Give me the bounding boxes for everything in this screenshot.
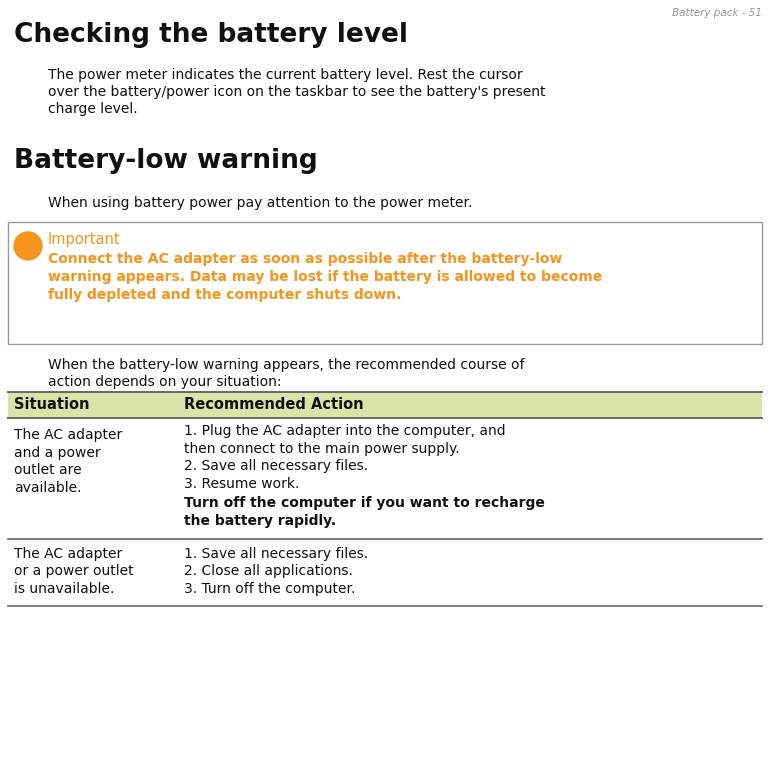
- Text: !: !: [23, 235, 33, 255]
- Text: The AC adapter: The AC adapter: [14, 547, 122, 561]
- Text: fully depleted and the computer shuts down.: fully depleted and the computer shuts do…: [48, 288, 401, 302]
- Text: When using battery power pay attention to the power meter.: When using battery power pay attention t…: [48, 196, 472, 210]
- Text: is unavailable.: is unavailable.: [14, 582, 115, 596]
- Text: The power meter indicates the current battery level. Rest the cursor: The power meter indicates the current ba…: [48, 68, 523, 82]
- Text: then connect to the main power supply.: then connect to the main power supply.: [184, 441, 460, 456]
- Text: and a power: and a power: [14, 445, 101, 459]
- Text: When the battery-low warning appears, the recommended course of: When the battery-low warning appears, th…: [48, 358, 524, 372]
- Text: Checking the battery level: Checking the battery level: [14, 22, 408, 48]
- Circle shape: [14, 232, 42, 260]
- Text: 2. Close all applications.: 2. Close all applications.: [184, 564, 353, 579]
- Text: 1. Save all necessary files.: 1. Save all necessary files.: [184, 547, 368, 561]
- Text: action depends on your situation:: action depends on your situation:: [48, 375, 282, 389]
- Text: charge level.: charge level.: [48, 102, 138, 116]
- Text: The AC adapter: The AC adapter: [14, 428, 122, 442]
- Text: Battery-low warning: Battery-low warning: [14, 148, 318, 174]
- Text: 2. Save all necessary files.: 2. Save all necessary files.: [184, 459, 368, 473]
- Text: available.: available.: [14, 481, 82, 495]
- Text: Recommended Action: Recommended Action: [184, 397, 363, 412]
- Text: outlet are: outlet are: [14, 463, 82, 477]
- Text: Situation: Situation: [14, 397, 89, 412]
- Text: 1. Plug the AC adapter into the computer, and: 1. Plug the AC adapter into the computer…: [184, 424, 506, 438]
- Text: Turn off the computer if you want to recharge: Turn off the computer if you want to rec…: [184, 496, 545, 510]
- Text: or a power outlet: or a power outlet: [14, 564, 134, 579]
- Text: warning appears. Data may be lost if the battery is allowed to become: warning appears. Data may be lost if the…: [48, 270, 602, 284]
- FancyBboxPatch shape: [8, 222, 762, 344]
- Text: Important: Important: [48, 232, 121, 247]
- Text: over the battery/power icon on the taskbar to see the battery's present: over the battery/power icon on the taskb…: [48, 85, 545, 99]
- Text: the battery rapidly.: the battery rapidly.: [184, 514, 336, 528]
- Text: Battery pack - 51: Battery pack - 51: [672, 8, 762, 18]
- Text: Connect the AC adapter as soon as possible after the battery-low: Connect the AC adapter as soon as possib…: [48, 252, 562, 266]
- Text: 3. Turn off the computer.: 3. Turn off the computer.: [184, 582, 356, 596]
- Text: 3. Resume work.: 3. Resume work.: [184, 477, 300, 491]
- FancyBboxPatch shape: [8, 392, 762, 418]
